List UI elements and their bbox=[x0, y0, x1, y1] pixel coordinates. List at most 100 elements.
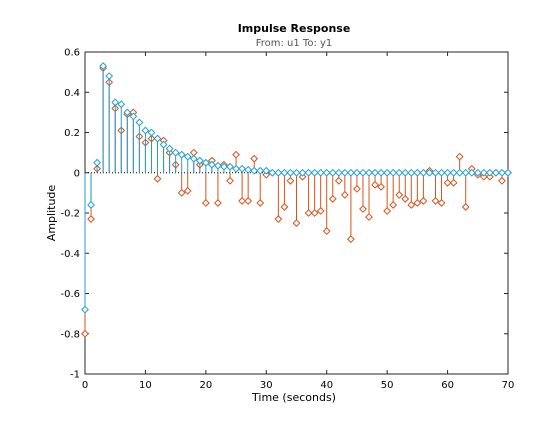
stem-marker bbox=[425, 168, 434, 177]
stem-marker bbox=[322, 227, 331, 236]
stem-marker bbox=[286, 176, 295, 185]
x-tick-label: 40 bbox=[320, 380, 333, 391]
stem-marker bbox=[407, 168, 416, 177]
stem-marker bbox=[177, 150, 186, 159]
y-tick-label: 0.6 bbox=[64, 48, 80, 59]
stem-marker bbox=[292, 219, 301, 227]
stem-marker bbox=[413, 168, 422, 177]
stem-marker bbox=[280, 168, 289, 177]
y-tick-label: -0.2 bbox=[60, 209, 80, 220]
stem-marker bbox=[401, 168, 410, 177]
x-tick-label: 70 bbox=[502, 380, 515, 391]
stem-marker bbox=[443, 168, 452, 177]
stem-marker bbox=[371, 168, 379, 177]
stem-marker bbox=[123, 108, 132, 117]
stem-marker bbox=[340, 190, 349, 199]
stem-marker bbox=[473, 168, 482, 177]
stem-marker bbox=[298, 172, 307, 181]
stem-marker bbox=[395, 190, 404, 199]
stem-marker bbox=[189, 154, 198, 163]
stem-marker bbox=[214, 199, 222, 207]
stem-marker bbox=[280, 203, 289, 211]
stem-marker bbox=[171, 148, 180, 157]
chart-subtitle: From: u1 To: y1 bbox=[256, 38, 333, 49]
stem-marker bbox=[141, 126, 150, 135]
x-tick-label: 60 bbox=[441, 380, 454, 391]
stem-marker bbox=[316, 168, 325, 177]
stem-marker bbox=[377, 182, 386, 191]
stem-marker bbox=[87, 201, 95, 209]
stem-marker bbox=[238, 197, 247, 205]
stem-marker bbox=[365, 213, 373, 221]
stem-marker bbox=[461, 168, 470, 177]
stem-marker bbox=[346, 235, 355, 244]
stem-marker bbox=[353, 168, 361, 177]
stem-marker bbox=[359, 168, 367, 177]
stem-marker bbox=[431, 197, 440, 205]
stem-marker bbox=[353, 184, 361, 193]
stem-marker bbox=[407, 201, 416, 209]
stem-marker bbox=[377, 168, 386, 177]
x-tick-label: 50 bbox=[381, 380, 394, 391]
stem-marker bbox=[455, 168, 464, 177]
stem-marker bbox=[467, 168, 476, 177]
stem-marker bbox=[346, 168, 355, 177]
stem-marker bbox=[292, 168, 301, 177]
stem-marker bbox=[413, 199, 422, 207]
stem-marker bbox=[256, 199, 265, 207]
stem-marker bbox=[87, 215, 95, 223]
stem-marker bbox=[498, 168, 506, 177]
x-tick-label: 10 bbox=[139, 380, 152, 391]
stem-marker bbox=[461, 203, 470, 211]
stem-marker bbox=[274, 215, 283, 223]
stem-marker bbox=[183, 152, 192, 161]
stem-marker bbox=[437, 199, 446, 207]
stem-marker bbox=[485, 172, 494, 181]
stem-marker bbox=[485, 168, 494, 177]
stem-marker bbox=[383, 207, 392, 215]
axes: 0 10 20 30 40 50 60 70 -1 -0.8 -0.6 -0.4 -0.2 0 0.2 0.4… bbox=[60, 48, 514, 392]
stem-marker bbox=[250, 154, 259, 163]
y-tick-label: 0 bbox=[74, 168, 80, 179]
stem-marker bbox=[262, 170, 271, 179]
x-tick-label: 20 bbox=[199, 380, 212, 391]
stem-marker bbox=[195, 156, 204, 165]
stem-marker bbox=[262, 166, 271, 175]
stem-marker bbox=[268, 168, 277, 177]
stem-marker bbox=[165, 144, 174, 153]
stem-marker bbox=[201, 199, 210, 207]
stem-marker bbox=[304, 209, 313, 217]
stem-marker bbox=[334, 176, 343, 185]
stem-marker bbox=[153, 174, 162, 183]
stem-marker bbox=[310, 209, 319, 217]
stem-marker bbox=[401, 195, 410, 203]
stem-marker bbox=[322, 168, 331, 177]
stem-marker bbox=[238, 164, 247, 173]
stem-marker bbox=[147, 128, 156, 137]
stem-marker bbox=[310, 168, 319, 177]
stem-marker bbox=[479, 172, 488, 181]
series-1 bbox=[81, 62, 512, 314]
stem-marker bbox=[244, 197, 253, 205]
y-tick-label: -1 bbox=[70, 370, 80, 381]
y-axis-label: Amplitude bbox=[45, 185, 58, 242]
stem-marker bbox=[153, 134, 162, 143]
stem-marker bbox=[359, 205, 367, 213]
stem-marker bbox=[93, 158, 101, 167]
y-tick-label: -0.8 bbox=[60, 329, 80, 340]
stem-marker bbox=[129, 112, 138, 121]
stem-marker bbox=[214, 161, 222, 170]
stem-marker bbox=[177, 188, 186, 197]
stem-marker bbox=[365, 168, 373, 177]
stem-marker bbox=[431, 168, 440, 177]
stem-marker bbox=[389, 201, 398, 209]
stem-marker bbox=[443, 178, 452, 187]
stem-marker bbox=[479, 168, 488, 177]
stem-marker bbox=[201, 158, 210, 167]
stem-marker bbox=[419, 197, 428, 205]
stem-marker bbox=[81, 305, 89, 314]
stem-marker bbox=[286, 168, 295, 177]
stem-marker bbox=[183, 186, 192, 195]
series-layer bbox=[81, 62, 512, 338]
